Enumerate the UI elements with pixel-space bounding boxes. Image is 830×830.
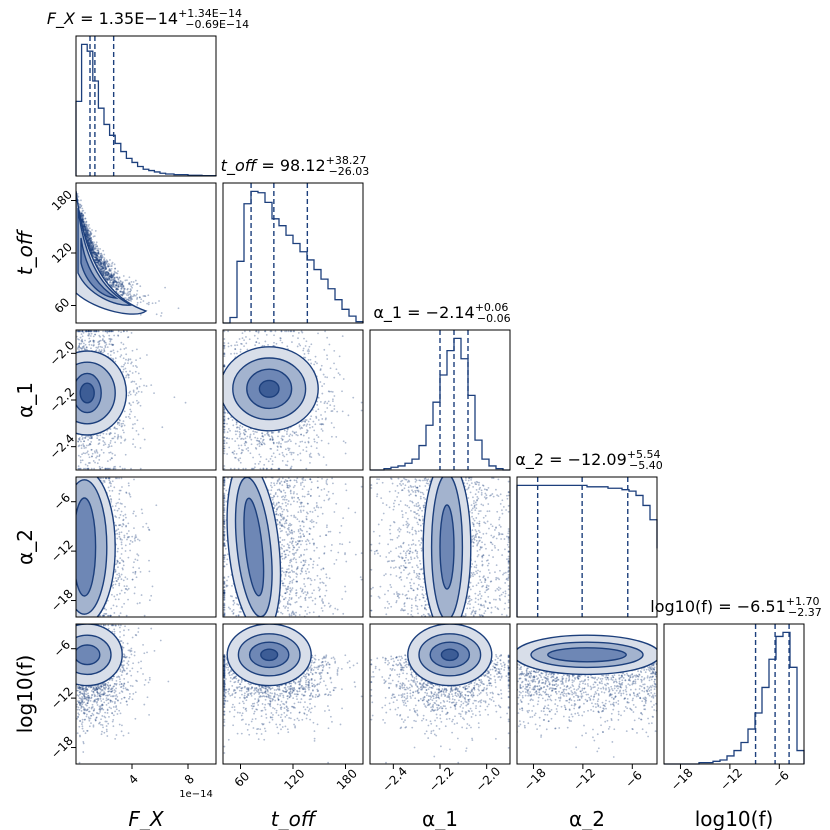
panel-title: α_2 = −12.09+5.54 −5.40: [515, 448, 662, 472]
x-tick-label: −18: [668, 766, 696, 794]
panel-frame: [75, 35, 217, 177]
density-contours: [422, 477, 472, 617]
histogram-step: [223, 190, 364, 324]
y-tick-label: 120: [49, 240, 75, 266]
x-tick-label: −2.4: [379, 764, 410, 795]
density-contours: [76, 190, 148, 315]
y-axis-label: t_off: [13, 228, 37, 275]
panel-frame: [516, 476, 658, 618]
histogram-t_off: t_off = 98.12+38.27 −26.03: [221, 154, 370, 324]
contour-level: [76, 644, 101, 666]
panel-0-1: [75, 182, 217, 324]
panel-title: log10(f) = −6.51+1.70 −2.37: [650, 595, 821, 619]
panel-2-4: [369, 623, 511, 765]
panel-title: α_1 = −2.14+0.06 −0.06: [373, 301, 510, 325]
sample-cloud: [76, 192, 180, 317]
panel-1-4: [222, 623, 364, 765]
contour-level: [76, 497, 97, 597]
density-contours: [76, 477, 116, 617]
density-contours: [407, 624, 493, 687]
contour-level: [258, 379, 280, 398]
density-contours: [226, 624, 312, 687]
panel-title: F_X = 1.35E−14+1.34E−14 −0.69E−14: [47, 7, 249, 31]
y-tick-label: −12: [48, 537, 76, 565]
panel-3-4: [516, 623, 658, 765]
histogram-step: [75, 43, 217, 177]
y-tick-label: −18: [48, 734, 76, 762]
x-tick-label: −2.2: [426, 764, 457, 795]
y-axis-label: log10(f): [13, 655, 37, 734]
y-tick-label: 60: [52, 295, 73, 316]
density-contours: [76, 624, 123, 687]
y-tick-label: 180: [49, 187, 75, 213]
contour-level: [79, 382, 95, 404]
panel-frame: [369, 476, 511, 618]
x-axis-label: α_2: [569, 807, 605, 830]
panel-frame: [663, 623, 805, 765]
contour-level: [80, 237, 119, 299]
panel-frame: [369, 329, 511, 471]
panel-frame: [222, 476, 364, 618]
panel-frame: [222, 329, 364, 471]
y-tick-label: −6: [51, 637, 73, 659]
contour-level: [439, 504, 455, 590]
x-tick-label: 120: [281, 766, 307, 792]
histogram-alpha_1: α_1 = −2.14+0.06 −0.06: [369, 301, 511, 471]
panel-0-4: [75, 623, 217, 765]
panel-title: t_off = 98.12+38.27 −26.03: [221, 154, 370, 178]
y-tick-label: −6: [51, 490, 73, 512]
contour-level: [260, 648, 279, 662]
y-tick-label: −18: [48, 587, 76, 615]
x-tick-label: 8: [182, 772, 197, 787]
contour-level: [243, 497, 265, 597]
density-contours: [517, 634, 657, 676]
axis-offset-label: 1e−14: [179, 789, 213, 800]
histogram-log10_f: log10(f) = −6.51+1.70 −2.37: [650, 595, 822, 765]
density-contours: [76, 350, 128, 436]
panel-2-3: [369, 476, 511, 618]
panel-frame: [222, 182, 364, 324]
x-tick-label: 60: [232, 769, 253, 790]
y-tick-label: −12: [48, 684, 76, 712]
x-tick-label: −6: [769, 768, 791, 790]
histogram-step: [664, 631, 805, 765]
density-contours: [226, 477, 282, 617]
x-tick-label: 4: [126, 772, 141, 787]
x-axis-label: log10(f): [695, 807, 774, 830]
panel-0-2: [75, 329, 217, 471]
x-tick-label: −12: [570, 766, 598, 794]
panel-1-3: [222, 476, 364, 618]
contour-level: [547, 647, 627, 663]
contour-level: [440, 648, 459, 662]
x-axis-label: α_1: [422, 807, 458, 830]
panel-frame: [516, 623, 658, 765]
x-tick-label: 180: [334, 766, 360, 792]
x-axis-label: F_X: [128, 807, 165, 830]
y-axis-label: α_1: [13, 382, 37, 418]
panel-frame: [75, 476, 217, 618]
x-tick-label: −2.0: [473, 764, 504, 795]
histogram-F_X: F_X = 1.35E−14+1.34E−14 −0.69E−14: [47, 7, 249, 177]
histogram-step: [516, 484, 658, 617]
x-tick-label: −18: [521, 766, 549, 794]
panel-0-3: [75, 476, 217, 618]
histogram-alpha_2: α_2 = −12.09+5.54 −5.40: [515, 448, 663, 618]
panel-1-2: [222, 329, 364, 471]
density-contours: [223, 346, 319, 432]
x-axis-label: t_off: [271, 807, 318, 830]
x-tick-label: −6: [622, 768, 644, 790]
y-axis-label: α_2: [13, 529, 37, 565]
x-tick-label: −12: [717, 766, 745, 794]
histogram-step: [370, 337, 510, 471]
panel-frame: [75, 623, 217, 765]
